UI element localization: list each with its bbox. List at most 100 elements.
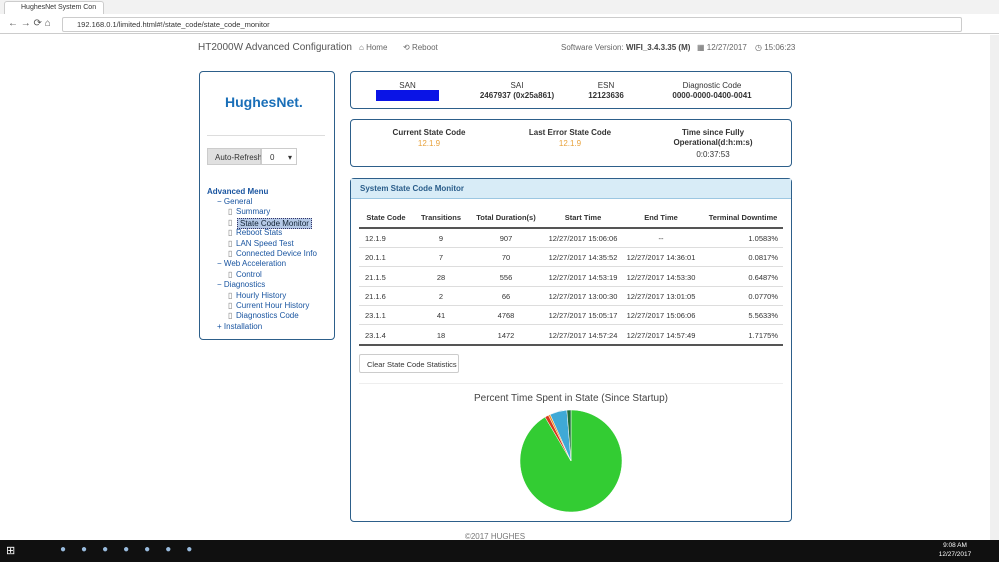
table-cell: 12/27/2017 14:57:24 [548,330,618,340]
since-label: Time since Fully Operational(d:h:m:s) [673,128,753,147]
home-text[interactable]: Home [366,43,388,52]
status-box [350,119,792,167]
footer: ©2017 HUGHES [464,532,526,541]
menu-group[interactable]: − Diagnostics [217,280,266,290]
page-icon: ▯ [228,311,233,321]
menu-group-label[interactable]: Installation [223,321,263,331]
since-value: 0:0:37:53 [696,150,730,159]
table-cell: 4768 [497,311,515,321]
diag-label: Diagnostic Code [682,81,742,90]
page-title: HT2000W Advanced Configuration [198,42,352,53]
table-cell: 1472 [497,330,515,340]
software-value: WIFI_3.4.3.35 (M) [625,43,691,52]
table-cell: 18 [436,330,446,340]
menu-group-label[interactable]: Web Acceleration [223,259,287,269]
table-cell: 70 [501,253,511,263]
san-label: SAN [399,81,416,90]
start-button[interactable]: ⊞ [6,545,16,557]
menu-item[interactable]: Connected Device Info [236,249,317,258]
sai-label: SAI [510,81,524,90]
table-cell: 12/27/2017 13:00:30 [548,291,618,301]
menu-item[interactable]: Control [236,269,262,279]
home-link[interactable]: ⌂ Home [359,43,388,52]
table-cell: 20.1.1 [365,253,386,263]
menu-group[interactable]: + Installation [217,321,263,331]
page-icon: ▯ [228,290,233,300]
table-cell: 12/27/2017 15:05:17 [548,311,618,321]
row-rule [359,266,783,268]
menu-item[interactable]: Hourly History [236,290,287,300]
current-label: Current State Code [392,128,466,137]
toolbar [0,14,999,34]
table-cell: 907 [499,234,513,243]
scrollbar[interactable] [990,35,999,540]
menu-group-label[interactable]: General [223,197,253,206]
reboot-link[interactable]: ⟲ Reboot [403,43,438,52]
taskbar [0,540,999,562]
menu-group[interactable]: − General [217,197,253,206]
table-cell: 12/27/2017 15:06:06 [626,311,696,321]
menu-item[interactable]: Current Hour History [236,301,310,310]
column-header: Total Duration(s) [476,213,536,222]
menu-item[interactable]: Summary [236,207,271,217]
date-text: 12/27/2017 [706,43,747,52]
table-cell: 2 [438,291,444,301]
page-icon: ▯ [228,217,233,227]
table-cell: 28 [436,272,446,282]
table-cell: 12/27/2017 14:53:19 [548,272,618,282]
table-cell: 21.1.5 [365,272,386,282]
monitor-title: System State Code Monitor [351,179,791,199]
taskbar-apps[interactable]: ●●●●●●● [60,544,208,555]
page-icon: ▯ [228,269,233,279]
menu-group[interactable]: − Web Acceleration [217,259,287,269]
chart-title: Percent Time Spent in State (Since Start… [474,393,668,404]
reboot-text[interactable]: Reboot [411,43,438,52]
page-icon: ▯ [228,228,233,238]
menu-item[interactable]: Diagnostics Code [236,311,299,321]
menu-item[interactable]: State Code Monitor [237,217,312,229]
table-cell: 12/27/2017 14:57:49 [626,330,696,340]
table-cell: 41 [436,311,446,321]
sai-value: 2467937 (0x25a861) [479,91,555,100]
menu-group-label[interactable]: Diagnostics [223,280,266,290]
header-rule [359,227,783,229]
diag-value: 0000-0000-0400-0041 [672,91,752,100]
table-cell: 12/27/2017 14:36:01 [626,253,696,263]
page-icon: ▯ [228,301,233,310]
table-cell: 0.0770% [748,291,778,301]
row-rule [359,343,783,346]
menu-item[interactable]: LAN Speed Test [236,238,294,248]
table-cell: 12/27/2017 15:06:06 [548,234,618,243]
refresh-value[interactable]: 0 [270,153,275,162]
esn-label: ESN [597,81,615,90]
column-header: End Time [644,213,678,222]
nav-buttons[interactable]: ← → ⟳ ⌂ [8,18,51,29]
tray-time: 9:08 AM [943,542,967,549]
table-cell: 556 [499,272,513,282]
current-value: 12.1.9 [417,139,441,148]
row-rule [359,324,783,326]
logo: HughesNet. [225,94,303,110]
table-cell: 12/27/2017 13:01:05 [626,291,696,301]
software-label: Software Version: [561,43,624,52]
table-cell: 1.0583% [748,234,778,243]
column-header: Transitions [420,213,461,222]
table-cell: 0.0817% [748,253,778,263]
address-bar[interactable]: 192.168.0.1/limited.html#!/state_code/st… [62,17,962,32]
clear-button[interactable]: Clear State Code Statistics [359,354,459,373]
esn-value: 12123636 [588,91,624,100]
date: ▦ 12/27/2017 [697,43,747,52]
san-redacted [376,90,439,101]
page-icon: ▯ [228,249,233,258]
table-cell: 12/27/2017 14:53:30 [626,272,696,282]
refresh-select[interactable]: 0 ▾ [261,148,297,165]
table-cell: 12.1.9 [365,234,386,243]
page-icon: ▯ [228,207,233,217]
tab[interactable]: HughesNet System Con [4,1,104,14]
table-cell: 66 [501,291,511,301]
title-bar [0,0,999,14]
menu-item[interactable]: Reboot Stats [236,228,283,238]
sidebar [199,71,335,340]
table-cell: 7 [438,253,444,263]
row-rule [359,247,783,248]
